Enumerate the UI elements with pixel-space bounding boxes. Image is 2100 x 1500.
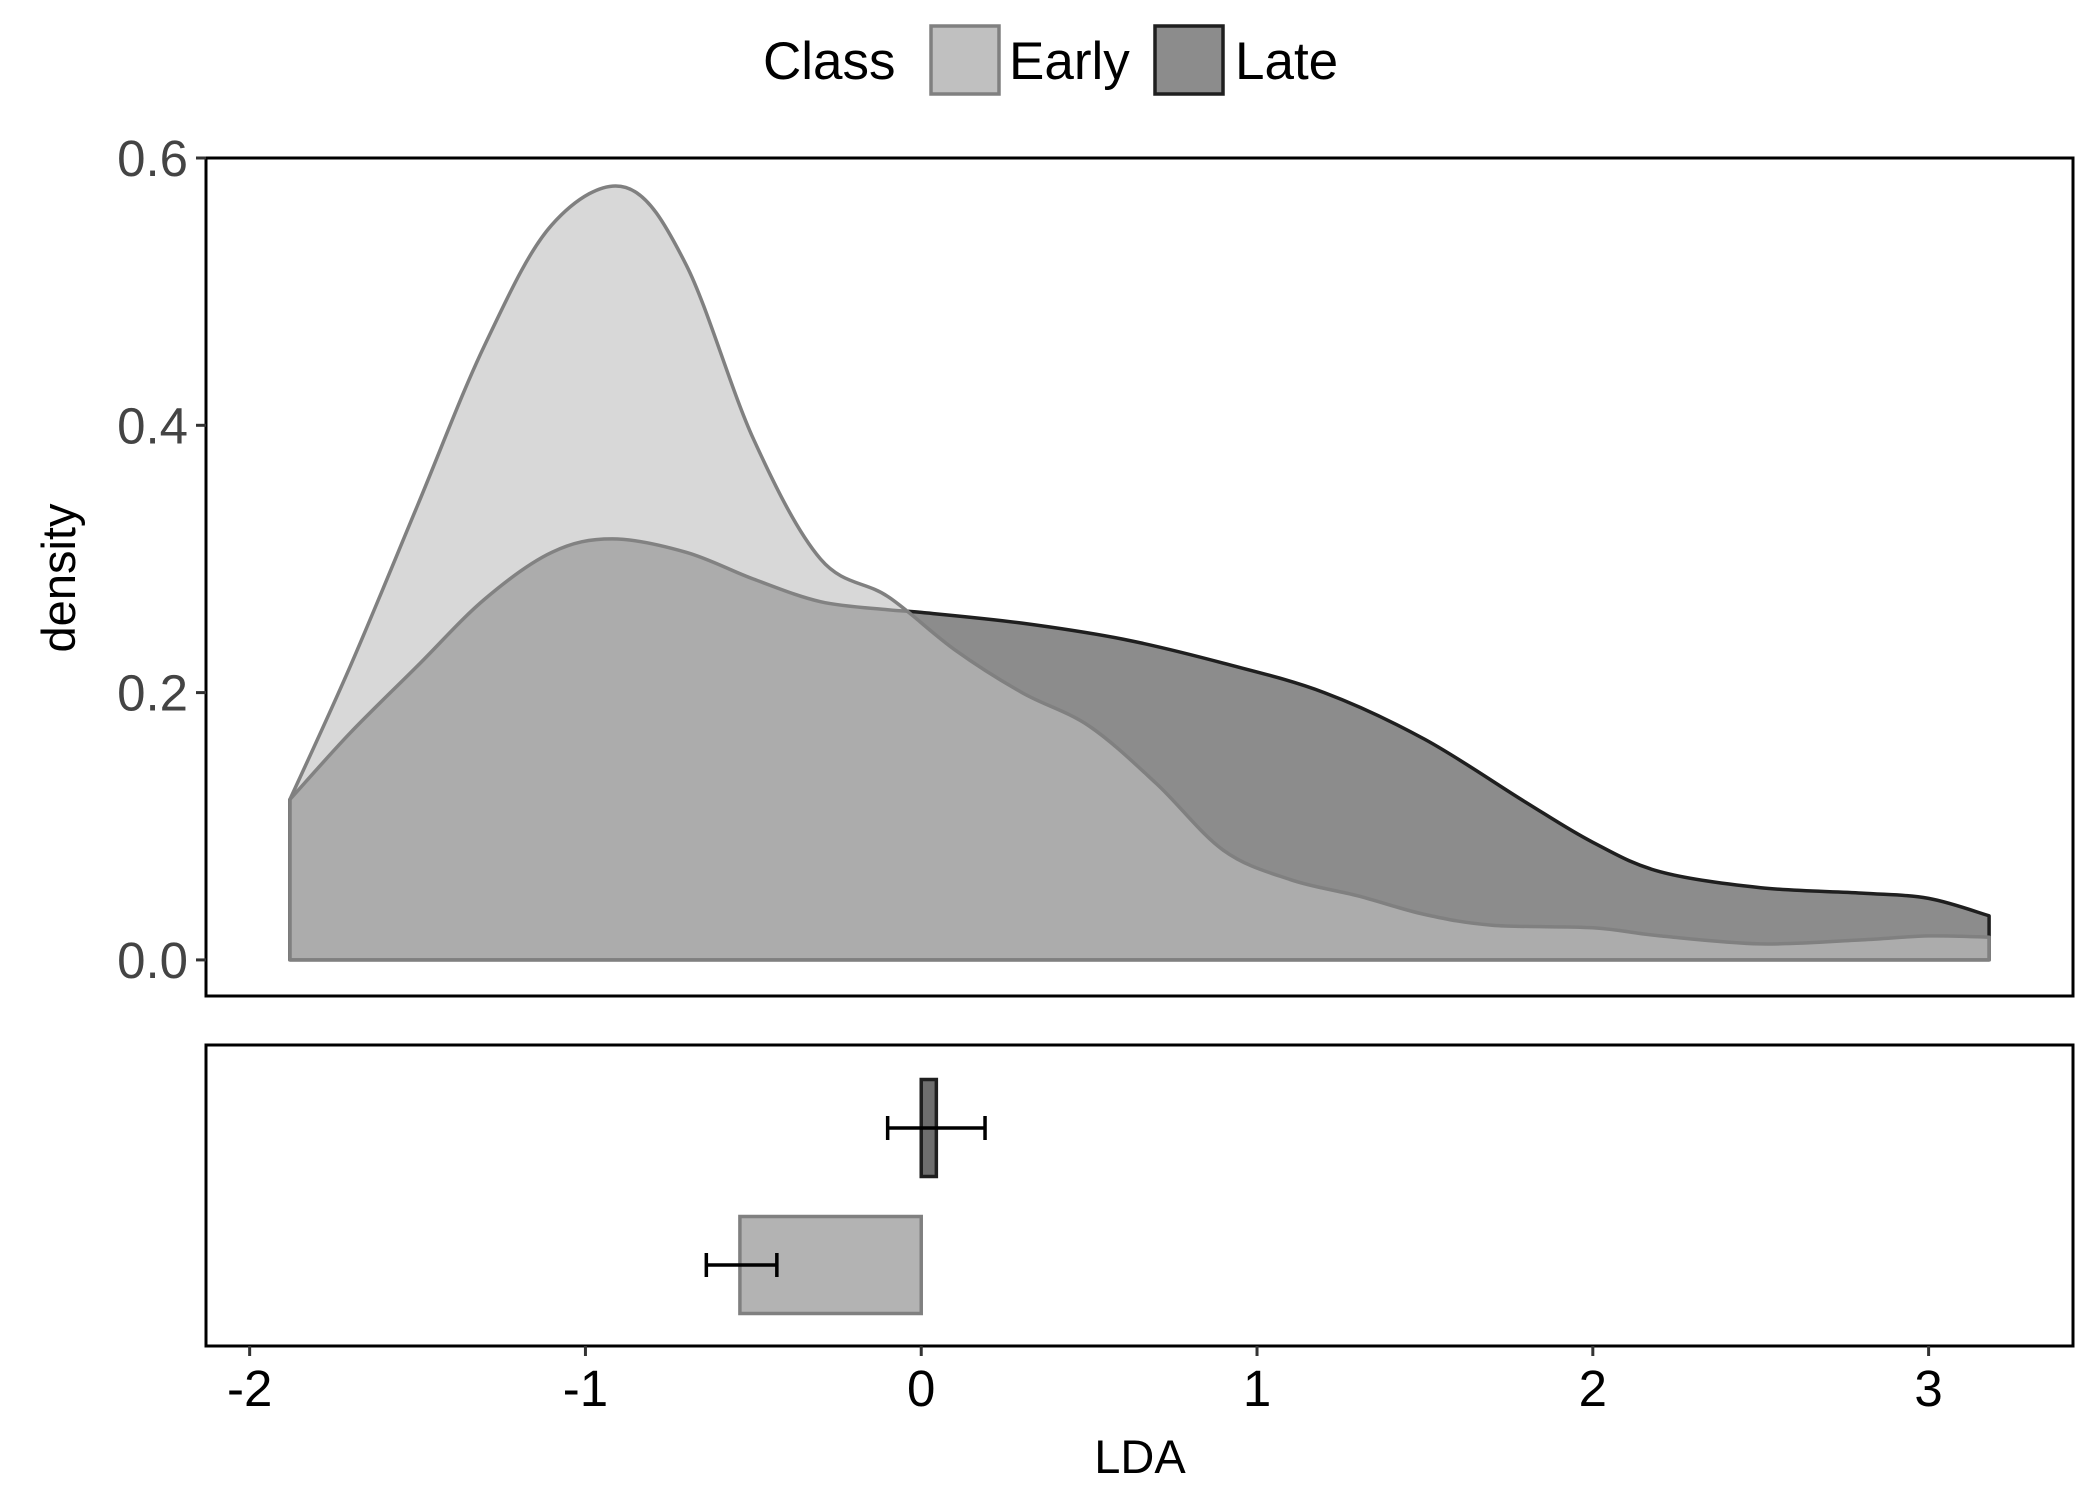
error-bar-early (704, 1253, 779, 1277)
y-tick-label: 0.2 (117, 665, 188, 722)
density-panel-border (204, 156, 2075, 998)
legend-label-early: Early (1009, 32, 1130, 91)
x-axis-title: LDA (1094, 1430, 1186, 1483)
y-tick-label: 0.6 (117, 130, 188, 187)
y-tick-label: 0.4 (117, 397, 188, 454)
x-axis-ticks: -2 -1 0 1 2 3 (227, 1346, 1943, 1417)
x-tick-label: -1 (563, 1360, 608, 1417)
density-area-early (288, 184, 1991, 962)
legend-title: Class (763, 32, 896, 91)
legend: Class Early Late (763, 24, 1338, 96)
x-tick-label: 1 (1243, 1360, 1271, 1417)
x-tick-label: 3 (1914, 1360, 1942, 1417)
y-axis-title: density (32, 503, 85, 652)
bar-panel-border (204, 1043, 2075, 1348)
legend-key-late (1153, 24, 1225, 96)
x-tick-label: 0 (907, 1360, 935, 1417)
density-panel: 0.0 0.2 0.4 0.6 density (32, 130, 2075, 998)
error-bar-late (885, 1116, 987, 1140)
bar-panel: -2 -1 0 1 2 3 LDA (204, 1043, 2075, 1483)
y-tick-label: 0.0 (117, 932, 188, 989)
x-tick-label: -2 (227, 1360, 272, 1417)
x-tick-label: 2 (1579, 1360, 1607, 1417)
legend-key-early (929, 24, 1001, 96)
density-areas (288, 184, 1991, 962)
bars (704, 1077, 987, 1316)
bar-early (738, 1214, 923, 1316)
legend-label-late: Late (1235, 32, 1338, 91)
y-axis-ticks: 0.0 0.2 0.4 0.6 (117, 130, 206, 989)
